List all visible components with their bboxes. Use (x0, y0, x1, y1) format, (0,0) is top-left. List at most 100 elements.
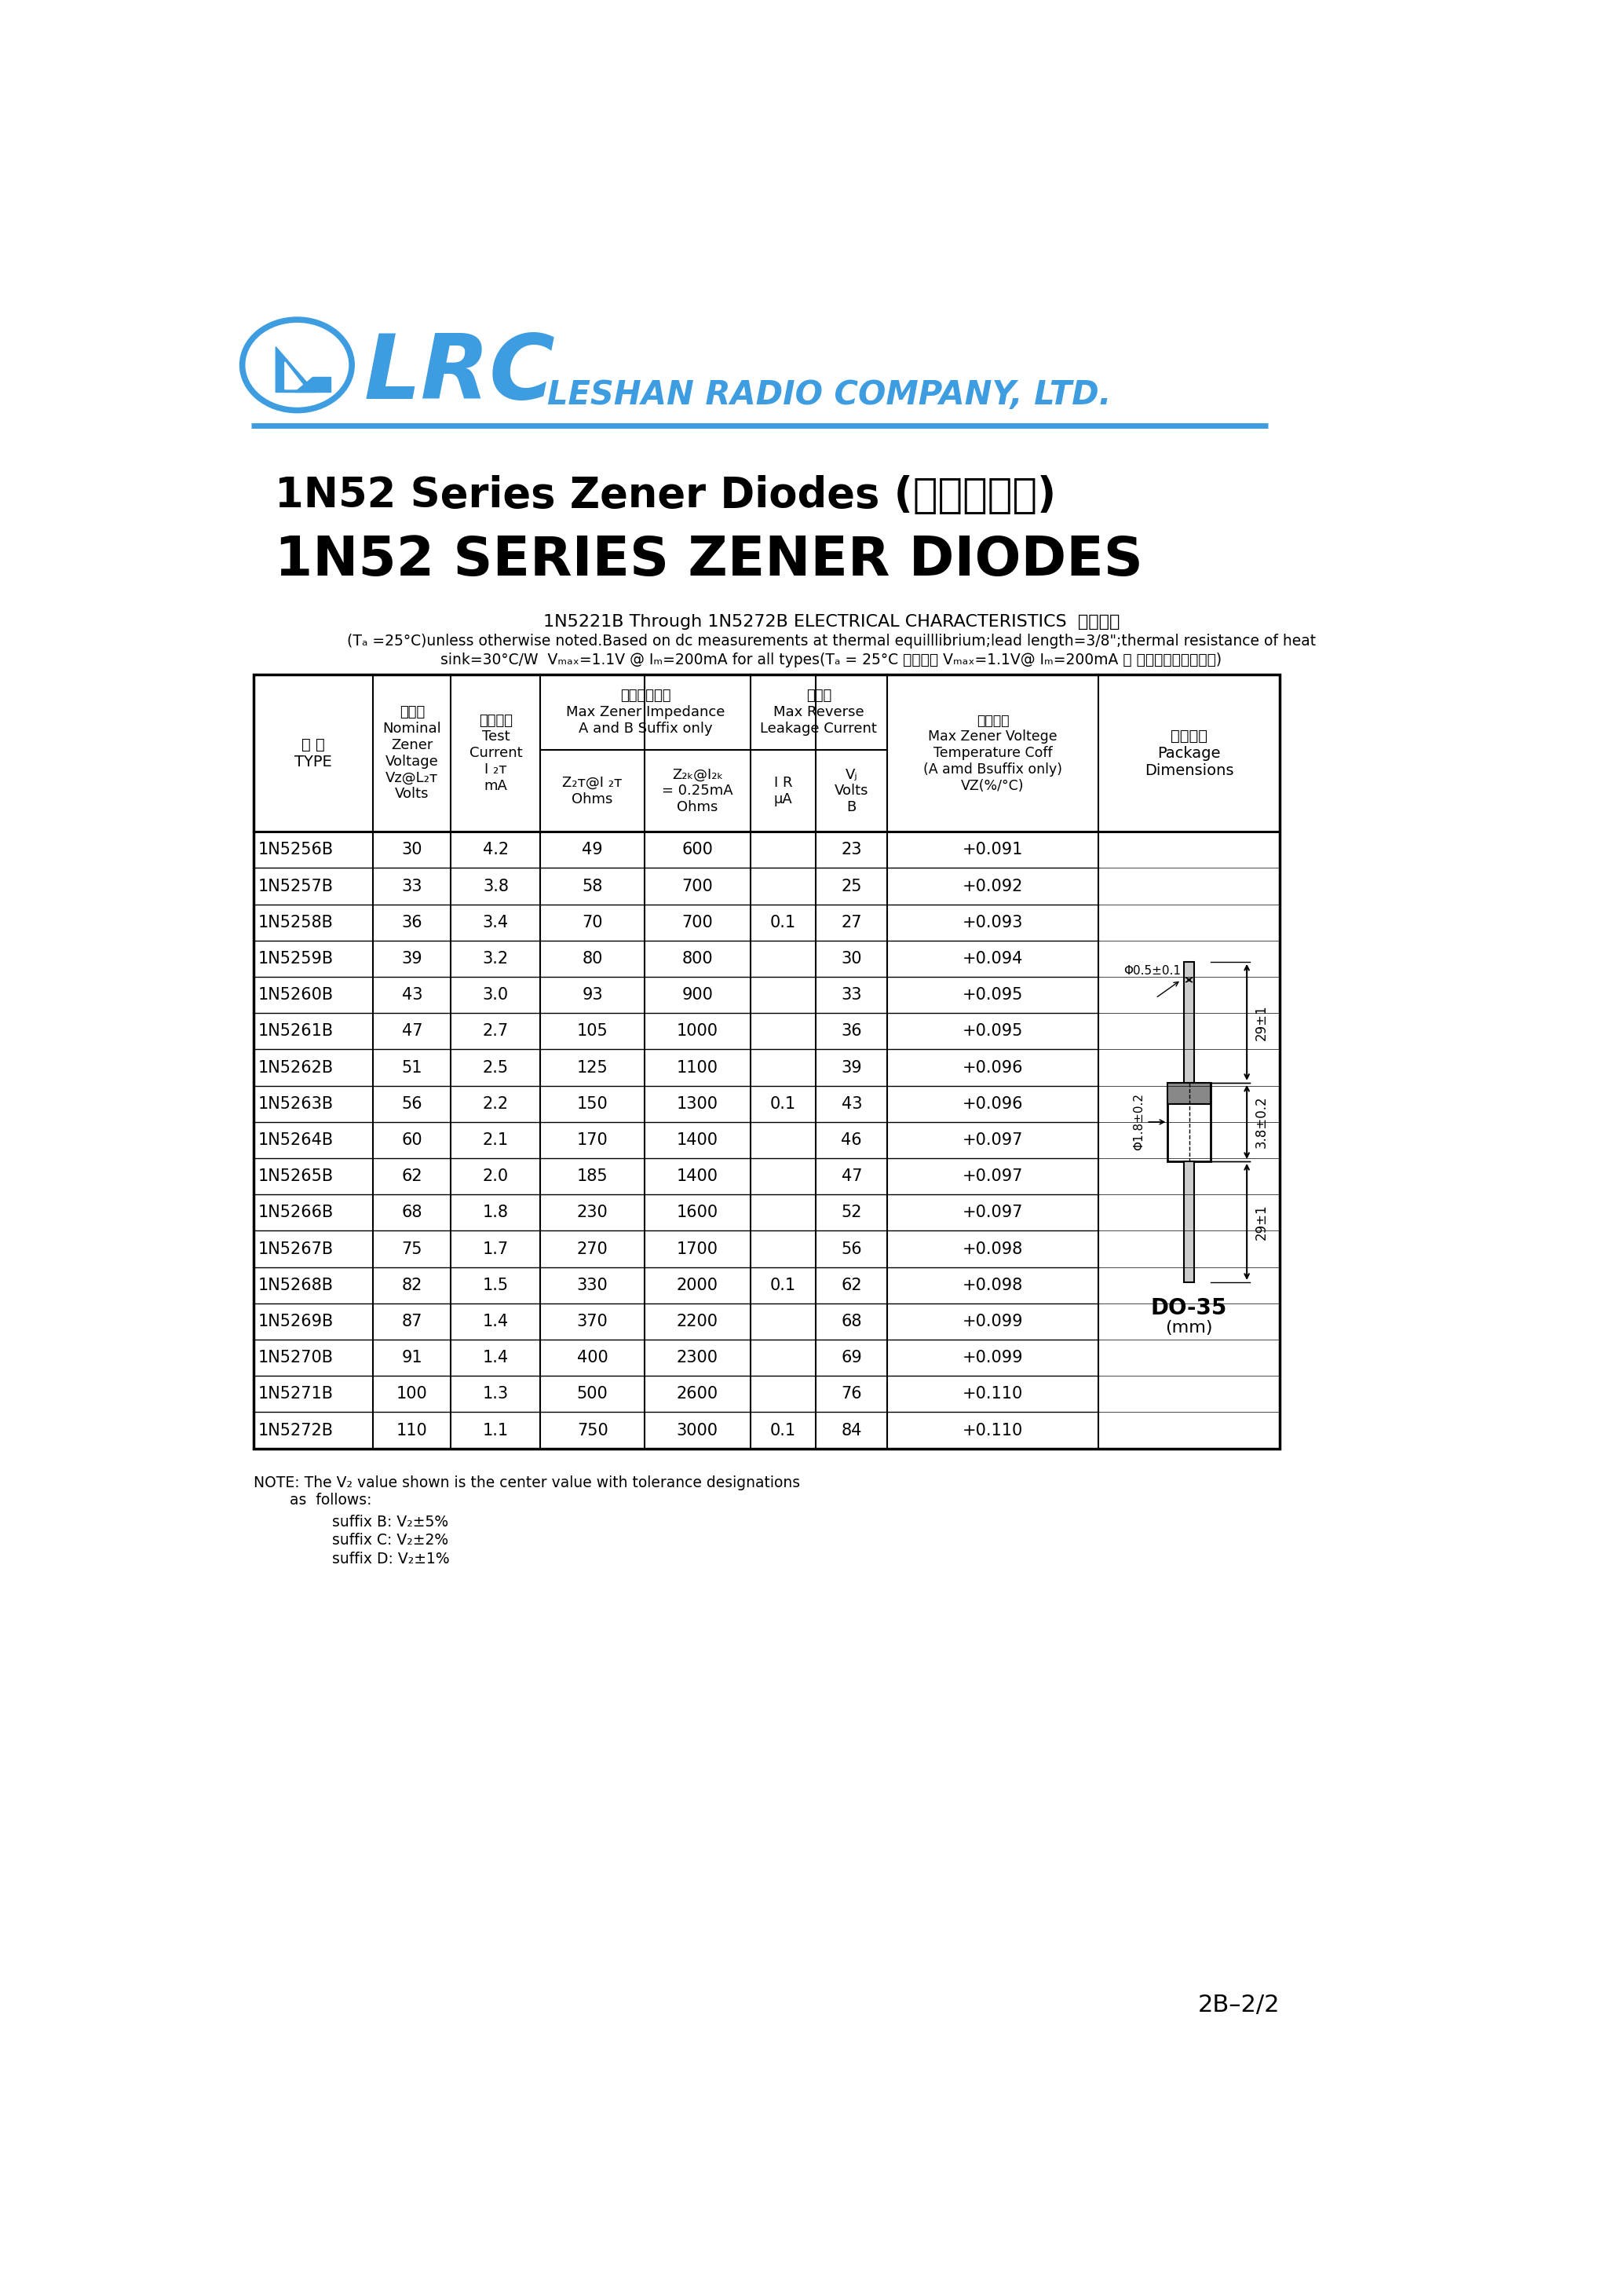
Text: 185: 185 (577, 1169, 608, 1185)
Text: 3.0: 3.0 (483, 987, 509, 1003)
Text: +0.092: +0.092 (962, 879, 1023, 893)
Polygon shape (276, 347, 315, 393)
Text: 47: 47 (402, 1024, 422, 1040)
Text: 27: 27 (842, 914, 861, 930)
Text: 39: 39 (842, 1061, 863, 1075)
Text: 1N5256B: 1N5256B (258, 843, 334, 859)
Text: 60: 60 (402, 1132, 422, 1148)
Text: 69: 69 (842, 1350, 863, 1366)
Text: 0.1: 0.1 (770, 1095, 796, 1111)
Text: 110: 110 (396, 1424, 428, 1437)
Text: 100: 100 (396, 1387, 428, 1403)
Text: 270: 270 (577, 1242, 608, 1256)
Text: 700: 700 (681, 879, 714, 893)
Text: 1N5263B: 1N5263B (258, 1095, 334, 1111)
Text: 230: 230 (577, 1205, 608, 1221)
Text: 1400: 1400 (676, 1169, 719, 1185)
Text: 87: 87 (402, 1313, 422, 1329)
Text: 2.7: 2.7 (483, 1024, 509, 1040)
Text: 1N5265B: 1N5265B (258, 1169, 334, 1185)
Text: +0.110: +0.110 (962, 1387, 1023, 1403)
Text: 75: 75 (402, 1242, 422, 1256)
Text: 33: 33 (842, 987, 861, 1003)
Text: +0.093: +0.093 (962, 914, 1023, 930)
Text: +0.098: +0.098 (962, 1242, 1023, 1256)
Text: 2B–2/2: 2B–2/2 (1197, 1993, 1280, 2016)
Text: suffix D: V₂±1%: suffix D: V₂±1% (333, 1552, 449, 1566)
Text: sink=30°C/W  Vₘₐₓ=1.1V @ Iₘ=200mA for all types(Tₐ = 25°C 所有型号 Vₘₐₓ=1.1V@ Iₘ=200: sink=30°C/W Vₘₐₓ=1.1V @ Iₘ=200mA for all… (441, 652, 1221, 668)
Text: 84: 84 (842, 1424, 861, 1437)
Text: Vⱼ
Volts
B: Vⱼ Volts B (835, 767, 869, 815)
Text: (mm): (mm) (1165, 1320, 1213, 1336)
Text: 2.5: 2.5 (483, 1061, 509, 1075)
Text: 2200: 2200 (676, 1313, 719, 1329)
Text: 3.8±0.2: 3.8±0.2 (1254, 1095, 1268, 1148)
Text: 36: 36 (402, 914, 422, 930)
Bar (1184, 1162, 1194, 1281)
Text: 2.2: 2.2 (483, 1095, 509, 1111)
Text: 56: 56 (842, 1242, 863, 1256)
Text: 1N5264B: 1N5264B (258, 1132, 334, 1148)
Text: 2600: 2600 (676, 1387, 719, 1403)
Text: 0.1: 0.1 (770, 914, 796, 930)
Text: +0.099: +0.099 (962, 1313, 1023, 1329)
Text: 外型尺寸
Package
Dimensions: 外型尺寸 Package Dimensions (1145, 728, 1234, 778)
Text: +0.097: +0.097 (962, 1169, 1023, 1185)
Text: 62: 62 (842, 1277, 863, 1293)
Text: Φ1.8±0.2: Φ1.8±0.2 (1132, 1093, 1145, 1150)
Text: 170: 170 (577, 1132, 608, 1148)
Text: 93: 93 (582, 987, 603, 1003)
Text: +0.094: +0.094 (962, 951, 1023, 967)
Text: +0.095: +0.095 (962, 987, 1023, 1003)
Text: 900: 900 (681, 987, 714, 1003)
Text: 52: 52 (842, 1205, 861, 1221)
Text: 1.4: 1.4 (483, 1350, 509, 1366)
Text: 62: 62 (402, 1169, 422, 1185)
Text: 25: 25 (842, 879, 861, 893)
Text: 1600: 1600 (676, 1205, 719, 1221)
Text: Z₂ₖ@I₂ₖ
= 0.25mA
Ohms: Z₂ₖ@I₂ₖ = 0.25mA Ohms (662, 767, 733, 815)
Text: 150: 150 (577, 1095, 608, 1111)
Text: 43: 43 (842, 1095, 861, 1111)
Text: 30: 30 (842, 951, 861, 967)
Text: 600: 600 (681, 843, 714, 859)
Text: 58: 58 (582, 879, 603, 893)
Text: 1N5261B: 1N5261B (258, 1024, 334, 1040)
Text: 33: 33 (402, 879, 422, 893)
Text: 2.1: 2.1 (483, 1132, 509, 1148)
Text: 1.3: 1.3 (483, 1387, 509, 1403)
Text: 1.5: 1.5 (483, 1277, 509, 1293)
Text: 800: 800 (681, 951, 714, 967)
Text: 82: 82 (402, 1277, 422, 1293)
Text: 68: 68 (842, 1313, 861, 1329)
Text: as  follows:: as follows: (290, 1492, 371, 1508)
Text: DO-35: DO-35 (1152, 1297, 1228, 1320)
Text: 1.7: 1.7 (483, 1242, 509, 1256)
Text: 3.2: 3.2 (483, 951, 509, 967)
Text: 1.4: 1.4 (483, 1313, 509, 1329)
Text: 1N5268B: 1N5268B (258, 1277, 334, 1293)
Text: 125: 125 (577, 1061, 608, 1075)
Text: 3000: 3000 (676, 1424, 719, 1437)
Text: 91: 91 (402, 1350, 422, 1366)
Text: 80: 80 (582, 951, 603, 967)
Bar (1168, 1084, 1210, 1104)
Text: 330: 330 (577, 1277, 608, 1293)
Text: LESHAN RADIO COMPANY, LTD.: LESHAN RADIO COMPANY, LTD. (547, 379, 1111, 411)
Text: +0.097: +0.097 (962, 1205, 1023, 1221)
Text: +0.096: +0.096 (962, 1061, 1023, 1075)
Text: +0.099: +0.099 (962, 1350, 1023, 1366)
Text: 漏电流
Max Reverse
Leakage Current: 漏电流 Max Reverse Leakage Current (761, 689, 878, 735)
Text: 3.8: 3.8 (483, 879, 509, 893)
Text: 3.4: 3.4 (483, 914, 509, 930)
Text: 400: 400 (577, 1350, 608, 1366)
Text: I R
μA: I R μA (774, 776, 793, 806)
Text: 43: 43 (402, 987, 422, 1003)
Text: +0.097: +0.097 (962, 1132, 1023, 1148)
Text: 1N5257B: 1N5257B (258, 879, 334, 893)
Text: +0.098: +0.098 (962, 1277, 1023, 1293)
Text: 500: 500 (577, 1387, 608, 1403)
Text: suffix C: V₂±2%: suffix C: V₂±2% (333, 1534, 449, 1548)
Bar (1168, 1084, 1210, 1162)
Text: 最大动态阻抗
Max Zener Impedance
A and B Suffix only: 最大动态阻抗 Max Zener Impedance A and B Suffi… (566, 689, 725, 735)
